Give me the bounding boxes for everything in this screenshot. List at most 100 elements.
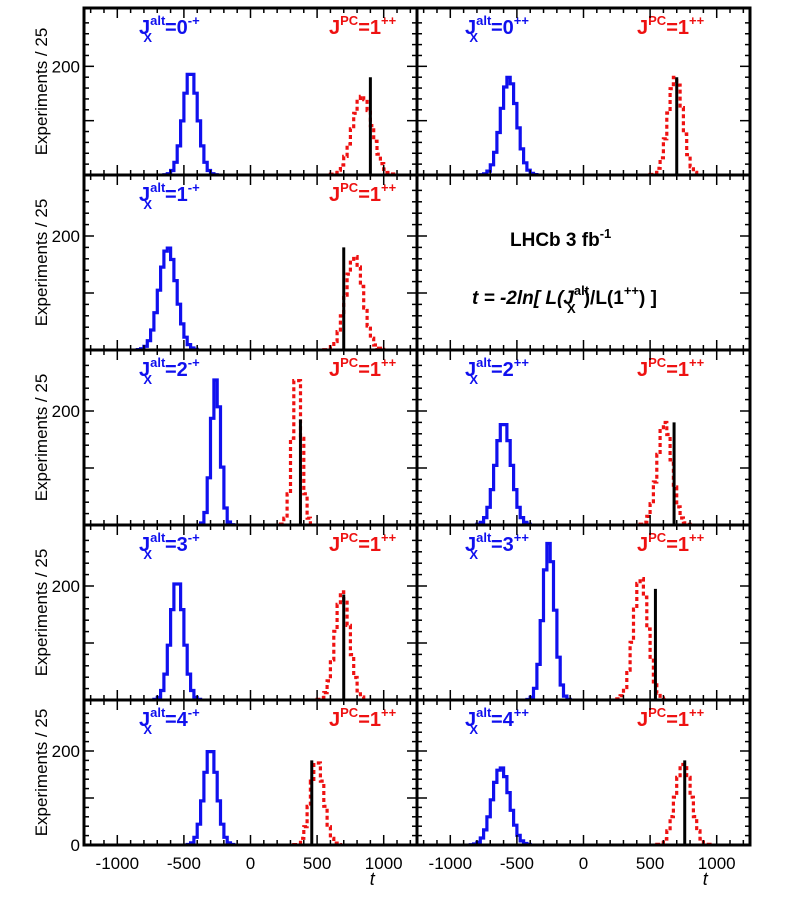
x-tick-label: -500	[167, 854, 201, 873]
alt-hypothesis-label-state: =4	[165, 709, 189, 731]
y-tick-label-zero: 0	[71, 836, 80, 855]
alt-hypothesis-label-base: J	[139, 17, 150, 39]
panel-4-0: Jalt X =4-+ JPC=1++	[139, 705, 397, 847]
jpc-hypothesis-label-state: =1	[666, 709, 689, 731]
alt-hypothesis-label-state: =1	[165, 184, 188, 206]
jpc-hypothesis-label-sup: PC	[648, 530, 667, 545]
jpc-hypothesis-label: JPC=1++	[637, 13, 705, 39]
alt-hypothesis-histogram	[185, 750, 236, 847]
alt-hypothesis-label-state: =3	[491, 534, 514, 556]
alt-hypothesis-label-state-sup: -+	[188, 180, 200, 195]
y-tick-label: 200	[52, 227, 80, 246]
panel-0-1: Jalt X =0++ JPC=1++	[465, 13, 705, 177]
alt-hypothesis-label-sub: X	[469, 547, 478, 562]
alt-hypothesis-label-sub: X	[143, 30, 152, 45]
alt-hypothesis-label-sup: alt	[476, 705, 492, 720]
alt-hypothesis-label: Jalt X =0++	[465, 13, 529, 45]
alt-hypothesis-label-state: =2	[165, 359, 188, 381]
alt-hypothesis-label-state-sup: -+	[188, 355, 200, 370]
alt-hypothesis-label-sub: X	[143, 547, 152, 562]
alt-hypothesis-label-sup: alt	[150, 530, 166, 545]
y-tick-label: 200	[52, 577, 80, 596]
jpc-hypothesis-label-base: J	[637, 17, 648, 39]
y-axis-label: Experiments / 25	[32, 709, 51, 837]
jpc-hypothesis-label: JPC=1++	[637, 705, 705, 731]
panel-0-0: Jalt X =0-+ JPC=1++	[139, 13, 399, 177]
alt-hypothesis-histogram	[199, 378, 236, 527]
x-tick-label: 0	[246, 854, 255, 873]
jpc-hypothesis-label-state: =1	[358, 17, 381, 39]
jpc-hypothesis-histogram	[315, 590, 369, 701]
jpc-hypothesis-histogram	[648, 75, 702, 177]
jpc-hypothesis-label: JPC=1++	[329, 13, 397, 39]
jpc-hypothesis-label-state-sup: ++	[689, 355, 705, 370]
jpc-hypothesis-label-state: =1	[666, 359, 689, 381]
jpc-hypothesis-label-sup: PC	[340, 13, 359, 28]
jpc-hypothesis-label-sup: PC	[340, 180, 359, 195]
jpc-hypothesis-histogram	[638, 420, 692, 526]
alt-hypothesis-label-sup: alt	[476, 355, 492, 370]
y-axis-label: Experiments / 25	[32, 549, 51, 677]
annotation-pc-sup: ++	[624, 283, 640, 298]
alt-hypothesis-label-state: =2	[491, 359, 514, 381]
annotation-luminosity: LHCb 3 fb-1	[510, 226, 611, 251]
alt-hypothesis-label-sub: X	[469, 722, 478, 737]
x-tick-label: 500	[303, 854, 331, 873]
alt-hypothesis-label-base: J	[465, 17, 476, 39]
jpc-hypothesis-label-base: J	[329, 17, 340, 39]
alt-hypothesis-label-sub: X	[143, 722, 152, 737]
jpc-hypothesis-label-sup: PC	[648, 13, 667, 28]
panel-2-1: Jalt X =2++ JPC=1++	[465, 355, 705, 526]
alt-hypothesis-label-base: J	[139, 709, 150, 731]
alt-hypothesis-label: Jalt X =2++	[465, 355, 529, 387]
panel-3-0: Jalt X =3-+ JPC=1++	[139, 530, 397, 701]
jpc-hypothesis-label-state-sup: ++	[689, 705, 705, 720]
jpc-hypothesis-label-state-sup: ++	[381, 355, 397, 370]
y-axis-label: Experiments / 25	[32, 28, 51, 156]
x-tick-label: -1000	[96, 854, 139, 873]
annotation-t-lhs: t = -2ln[ L(J	[472, 288, 574, 309]
x-tick-label: -500	[500, 854, 534, 873]
alt-hypothesis-label: Jalt X =1-+	[139, 180, 200, 212]
alt-hypothesis-label-sup: alt	[476, 530, 492, 545]
jpc-hypothesis-histogram	[292, 761, 342, 847]
alt-hypothesis-label-sub: X	[143, 197, 152, 212]
jpc-hypothesis-label-base: J	[329, 534, 340, 556]
x-tick-label: -1000	[429, 854, 472, 873]
alt-hypothesis-label-sup: alt	[150, 355, 166, 370]
alt-hypothesis-label-state-sup: ++	[514, 530, 530, 545]
alt-hypothesis-label-sub: X	[143, 372, 152, 387]
annotation-alt-sub: X	[567, 301, 576, 316]
annotation-luminosity-text: LHCb 3 fb	[510, 230, 600, 251]
jpc-hypothesis-label-sup: PC	[648, 705, 667, 720]
alt-hypothesis-label: Jalt X =2-+	[139, 355, 200, 387]
alt-hypothesis-label-state-sup: -+	[188, 705, 200, 720]
alt-hypothesis-histogram	[468, 766, 532, 847]
alt-hypothesis-label-base: J	[465, 534, 476, 556]
alt-hypothesis-label-base: J	[139, 359, 150, 381]
jpc-hypothesis-label-base: J	[329, 709, 340, 731]
alt-hypothesis-label: Jalt X =3-+	[139, 530, 200, 562]
jpc-hypothesis-label-state-sup: ++	[689, 530, 705, 545]
alt-hypothesis-label-base: J	[465, 359, 476, 381]
alt-hypothesis-histogram	[478, 75, 539, 177]
frame-layer	[82, 6, 752, 847]
alt-hypothesis-label-sup: alt	[476, 13, 492, 28]
jpc-hypothesis-label: JPC=1++	[329, 705, 397, 731]
x-tick-label: 1000	[698, 854, 736, 873]
annotation-close: ) ]	[639, 288, 657, 309]
alt-hypothesis-label-state: =3	[165, 534, 188, 556]
x-tick-label: 1000	[365, 854, 403, 873]
jpc-hypothesis-label-state: =1	[358, 709, 381, 731]
jpc-hypothesis-label-sup: PC	[648, 355, 667, 370]
jpc-hypothesis-label-state: =1	[358, 359, 381, 381]
jpc-hypothesis-histogram	[328, 94, 399, 177]
jpc-hypothesis-label: JPC=1++	[637, 355, 705, 381]
jpc-hypothesis-histogram	[615, 577, 669, 702]
alt-hypothesis-label-sup: alt	[150, 180, 166, 195]
jpc-hypothesis-label-base: J	[637, 534, 648, 556]
jpc-hypothesis-label-state: =1	[358, 184, 381, 206]
y-tick-label: 200	[52, 742, 80, 761]
alt-hypothesis-histogram	[162, 72, 219, 177]
